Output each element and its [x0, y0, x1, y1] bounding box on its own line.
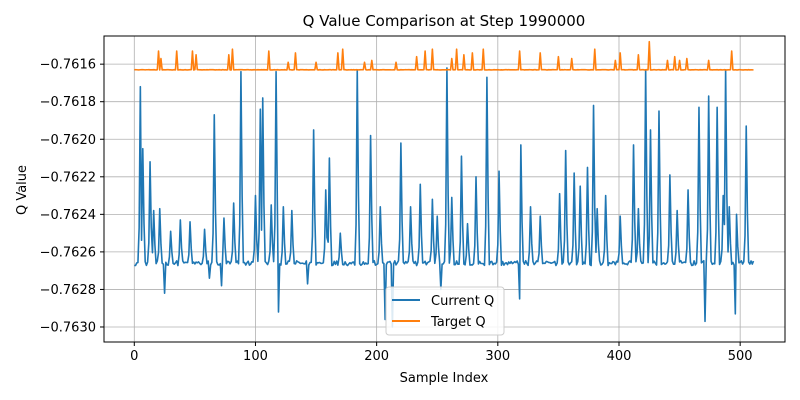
x-axis-ticks: 0 100 200 300 400 500 — [130, 342, 753, 364]
x-tick-label: 100 — [243, 349, 268, 364]
legend-label-target-q: Target Q — [430, 315, 486, 330]
series-lines — [134, 40, 755, 328]
x-tick-label: 400 — [607, 349, 632, 364]
y-tick-label: −0.7624 — [40, 208, 96, 223]
y-tick-label: −0.7622 — [40, 170, 96, 185]
target-q-line — [134, 40, 754, 71]
x-tick-label: 0 — [130, 349, 138, 364]
current-q-line — [134, 67, 755, 328]
x-tick-label: 300 — [485, 349, 510, 364]
y-axis-label: Q Value — [15, 165, 30, 215]
y-tick-label: −0.7630 — [40, 320, 96, 335]
plot-area-frame — [103, 35, 786, 343]
legend: Current Q Target Q — [385, 286, 505, 336]
y-tick-label: −0.7618 — [40, 95, 96, 110]
y-tick-label: −0.7620 — [40, 133, 96, 148]
x-axis-label: Sample Index — [400, 371, 489, 386]
legend-label-current-q: Current Q — [431, 294, 494, 309]
x-tick-label: 500 — [728, 349, 753, 364]
chart-title: Q Value Comparison at Step 1990000 — [303, 12, 586, 30]
y-tick-label: −0.7616 — [40, 58, 96, 73]
x-tick-label: 200 — [364, 349, 389, 364]
y-tick-label: −0.7628 — [40, 283, 96, 298]
y-tick-label: −0.7626 — [40, 245, 96, 260]
y-axis-ticks: −0.7630 −0.7628 −0.7626 −0.7624 −0.7622 −0.76… — [40, 58, 104, 335]
